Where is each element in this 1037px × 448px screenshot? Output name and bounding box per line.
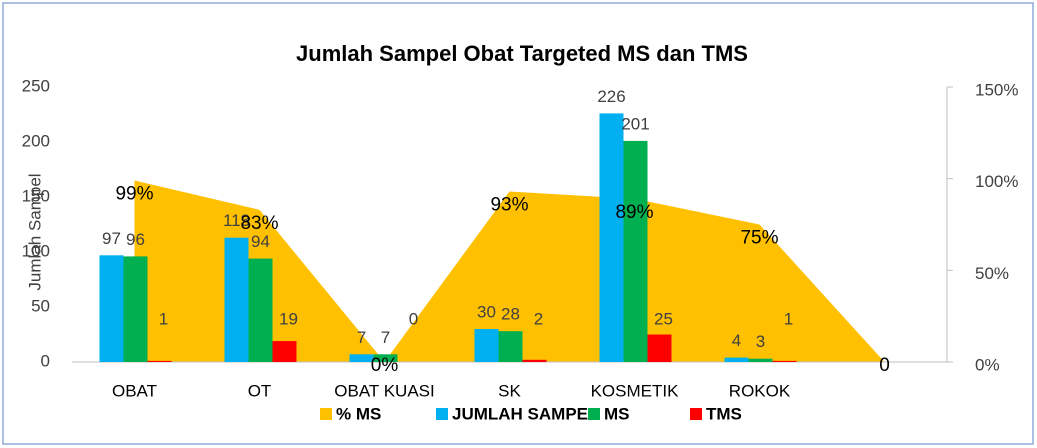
x-tick-label: ROKOK [729,381,791,400]
bar [147,360,172,362]
bar-label: 226 [597,87,625,106]
bar [248,258,273,362]
bar-label: 3 [756,332,765,351]
bar-label: 1 [784,309,793,328]
area-label: 0% [371,355,399,376]
bar [748,358,773,362]
y-tick-label: 250 [22,76,50,95]
bar-label: 28 [501,305,520,324]
area-label: 99% [115,184,153,205]
area-label: 0 [879,355,890,376]
bar [623,140,648,362]
bar [522,359,547,362]
bar-label: 7 [381,328,390,347]
bar-label: 19 [279,309,298,328]
x-tick-label: KOSMETIK [591,381,680,400]
bar [599,113,624,363]
bar [99,255,124,362]
legend-label: TMS [706,404,742,423]
bar-label: 25 [654,309,673,328]
bar-label: 97 [102,229,121,248]
y-axis-label: Jumlah Sampel [25,173,44,290]
x-tick-label: SK [498,381,521,400]
x-tick-label: OT [248,381,272,400]
y-tick-label: 0 [41,351,50,370]
bar-label: 1 [159,309,168,328]
y2-tick-label: 0% [975,355,1000,374]
legend-label: MS [604,404,630,423]
y2-tick-label: 100% [975,172,1018,191]
y-tick-label: 150 [22,186,50,205]
y2-tick-label: 150% [975,80,1018,99]
legend-label: JUMLAH SAMPEL [452,404,598,423]
bar [474,329,499,362]
area-label: 75% [740,228,778,249]
chart-title: Jumlah Sampel Obat Targeted MS dan TMS [296,41,748,66]
bar [224,237,249,362]
bar-label: 30 [477,302,496,321]
bar [724,357,749,362]
bar [373,354,398,362]
bar-label: 201 [621,114,649,133]
bar-label: 113 [223,211,250,230]
x-tick-label: OBAT KUASI [334,381,434,400]
y2-tick-label: 50% [975,264,1009,283]
y-tick-label: 50 [31,296,50,315]
bar-label: 4 [732,331,741,350]
bar-label: 96 [126,230,145,249]
bar [123,256,148,362]
legend-swatch [588,408,600,420]
bar [772,360,797,362]
legend-label: % MS [336,404,381,423]
bar-label: 94 [251,232,270,251]
area [134,180,885,362]
legend-swatch [436,408,448,420]
bar-label: 2 [534,309,543,328]
legend-swatch [320,408,332,420]
bar [349,354,374,362]
bar [498,331,523,362]
area-label: 83% [240,213,278,234]
area-label: 93% [490,195,528,216]
area-label: 89% [615,202,653,223]
y-tick-label: 200 [22,131,50,150]
y-tick-label: 100 [22,241,50,260]
bar-label: 7 [357,328,366,347]
x-tick-label: OBAT [112,381,157,400]
legend-swatch [690,408,702,420]
bar [647,334,672,362]
bar [272,341,297,362]
bar-label: 0 [409,309,418,328]
